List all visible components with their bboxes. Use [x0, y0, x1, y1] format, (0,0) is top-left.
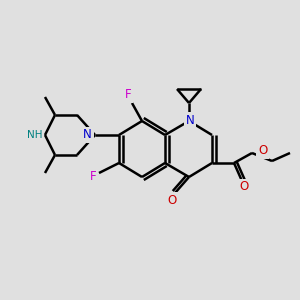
Text: O: O: [258, 145, 267, 158]
Text: O: O: [167, 194, 177, 206]
Text: F: F: [90, 170, 96, 184]
Text: O: O: [239, 181, 249, 194]
Text: F: F: [125, 88, 131, 101]
Text: N: N: [83, 128, 92, 142]
Text: N: N: [186, 113, 194, 127]
Text: NH: NH: [26, 130, 42, 140]
